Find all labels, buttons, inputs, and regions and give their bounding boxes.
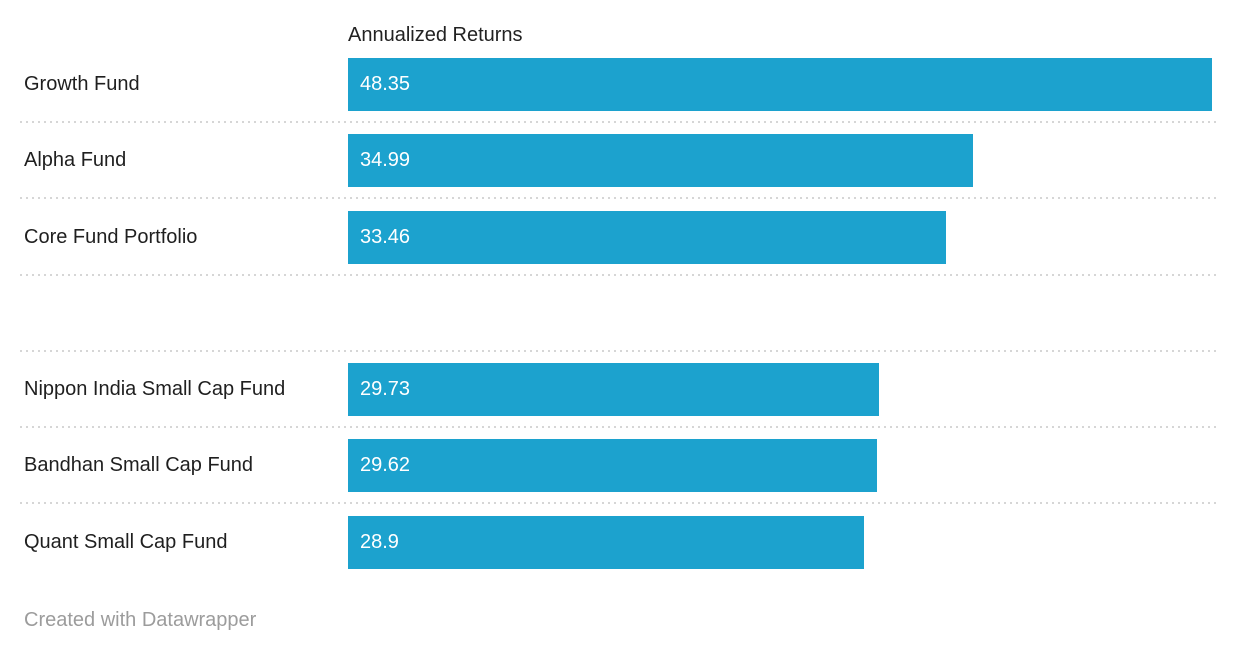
row-label: Nippon India Small Cap Fund [24, 378, 286, 401]
bar-value-label: 29.73 [360, 378, 411, 401]
chart-row: Growth Fund 48.35 [0, 53, 1240, 129]
row-label: Alpha Fund [24, 149, 127, 172]
row-label: Bandhan Small Cap Fund [24, 454, 254, 477]
bar: 29.73 [348, 363, 879, 417]
row-separator [20, 121, 1218, 123]
bar: 34.99 [348, 134, 973, 188]
row-separator [20, 502, 1218, 505]
bar: 48.35 [348, 58, 1212, 111]
row-label: Quant Small Cap Fund [24, 530, 228, 553]
bar: 29.62 [348, 439, 877, 493]
row-separator [20, 197, 1218, 200]
column-header: Annualized Returns [348, 24, 523, 46]
chart-row: Bandhan Small Cap Fund 29.62 [0, 434, 1240, 510]
chart-row-spacer [0, 282, 1240, 358]
chart-row: Nippon India Small Cap Fund 29.73 [0, 358, 1240, 434]
bar-value-label: 29.62 [360, 454, 411, 477]
row-label: Core Fund Portfolio [24, 225, 198, 248]
row-separator [20, 349, 1218, 352]
chart-rows: Growth Fund 48.35 Alpha Fund 34.99 Core … [0, 53, 1240, 587]
chart-row: Quant Small Cap Fund 28.9 [0, 511, 1240, 587]
bar-value-label: 28.9 [360, 530, 399, 553]
bar-value-label: 33.46 [360, 225, 411, 248]
row-label: Growth Fund [24, 73, 140, 95]
datawrapper-attribution-link[interactable]: Created with Datawrapper [24, 609, 257, 631]
row-separator [20, 273, 1218, 276]
bar-value-label: 48.35 [360, 73, 411, 95]
row-separator [20, 426, 1218, 429]
bar-value-label: 34.99 [360, 149, 411, 172]
bar: 28.9 [348, 515, 864, 569]
chart-row: Alpha Fund 34.99 [0, 129, 1240, 205]
bar: 33.46 [348, 210, 946, 264]
chart-row: Core Fund Portfolio 33.46 [0, 206, 1240, 282]
